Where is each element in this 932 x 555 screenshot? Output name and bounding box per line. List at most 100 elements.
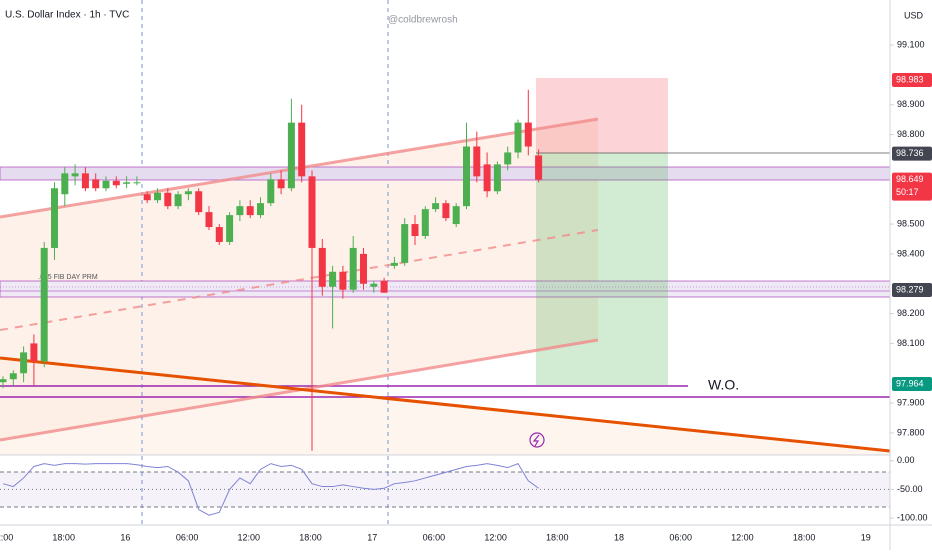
currency: USD: [904, 10, 924, 20]
annotation: .625 FIB DAY PRM: [38, 274, 98, 281]
x-tick-label: 06:00: [423, 532, 446, 542]
candle-body: [30, 343, 38, 362]
candle-body: [133, 182, 141, 184]
y-tick-label: 98.100: [897, 338, 925, 348]
candle-body: [154, 192, 161, 201]
price-label: 97.964: [896, 378, 924, 388]
channel-mid: [0, 229, 599, 331]
price-label: 98.279: [896, 284, 924, 294]
x-tick-label: 18:00: [299, 532, 322, 542]
y-tick-label: 97.800: [897, 427, 925, 437]
candle-body: [390, 262, 398, 266]
x-tick-label: 12:00: [484, 532, 507, 542]
candle-body: [143, 194, 151, 201]
candle-body: [493, 164, 501, 192]
watermark: @coldbrewrosh: [388, 15, 458, 26]
x-tick-label: 18:00: [546, 532, 569, 542]
x-tick-label: 06:00: [669, 532, 692, 542]
candle-body: [514, 122, 522, 153]
countdown: 50:17: [896, 187, 919, 197]
y-tick-label: 99.100: [897, 39, 925, 49]
annotation: W.O.: [708, 377, 739, 393]
candle-body: [205, 212, 213, 228]
candle-body: [442, 203, 450, 219]
candle-body: [71, 173, 79, 177]
candle-body: [339, 271, 347, 290]
candle-body: [81, 173, 89, 189]
candle-body: [215, 227, 223, 242]
x-tick-label: 18:00: [793, 532, 816, 542]
candle-body: [504, 152, 512, 165]
y-tick-label: 97.900: [897, 397, 925, 407]
candle-body: [40, 247, 48, 362]
candle-body: [51, 188, 58, 248]
candle-body: [401, 224, 409, 263]
price-label-bg: [892, 172, 932, 201]
target-zone: [536, 153, 668, 385]
zone: [0, 166, 891, 181]
candle-body: [267, 179, 275, 204]
y-tick-label: 98.500: [897, 218, 925, 228]
candle-body: [20, 352, 28, 374]
x-tick-label: 16: [120, 532, 130, 542]
candle-body: [9, 373, 17, 380]
candle-body: [380, 280, 388, 293]
x-tick-label: 18:00: [52, 532, 75, 542]
candle-body: [298, 122, 306, 177]
price-label: 98.983: [896, 74, 924, 84]
candle-body: [452, 206, 460, 225]
candle-body: [0, 379, 7, 383]
candle-body: [318, 247, 326, 287]
x-tick-label: 12:00: [731, 532, 754, 542]
indicator-tick-label: -50.00: [897, 484, 923, 494]
x-tick-label: 18: [614, 532, 624, 542]
candle-body: [421, 209, 429, 237]
price-label-bg: [892, 146, 932, 161]
price-label: 98.649: [896, 174, 924, 184]
candle-body: [195, 191, 203, 213]
price-label-bg: [892, 72, 932, 87]
candle-body: [535, 155, 543, 180]
x-tick-label: 17: [367, 532, 377, 542]
event-icon-bolt: [532, 434, 540, 447]
candle-body: [483, 164, 491, 192]
stop-zone: [536, 78, 668, 153]
candle-body: [61, 173, 69, 195]
indicator-tick-label: 0.00: [897, 455, 915, 465]
candle-body: [308, 176, 316, 248]
price-label-bg: [892, 376, 932, 391]
candle-body: [174, 194, 182, 207]
price-label: 98.736: [896, 148, 924, 158]
candle-body: [349, 247, 357, 290]
y-tick-label: 98.400: [897, 248, 925, 258]
lower-fill: [0, 360, 890, 455]
candle-body: [473, 146, 481, 177]
price-label-bg: [892, 283, 932, 298]
candle-body: [112, 180, 120, 186]
x-tick-label: 12:00: [0, 532, 13, 542]
y-tick-label: 98.200: [897, 308, 925, 318]
candle-body: [92, 179, 100, 189]
candle-body: [257, 203, 264, 216]
x-tick-label: 06:00: [176, 532, 199, 542]
trend-line: [0, 356, 891, 453]
candle-body: [102, 180, 110, 189]
candle-body: [184, 191, 192, 195]
candle-body: [329, 271, 337, 287]
candle-body: [432, 203, 440, 210]
candle-body: [236, 206, 244, 216]
candle-body: [463, 146, 470, 207]
event-icon[interactable]: [529, 432, 545, 448]
candle-body: [287, 122, 295, 189]
zone: [0, 280, 891, 298]
candle-body: [411, 224, 419, 237]
candle-body: [277, 179, 285, 189]
candle-body: [226, 215, 234, 242]
candle-body: [246, 206, 254, 216]
x-tick-label: 12:00: [238, 532, 261, 542]
candle-body: [164, 192, 172, 207]
y-tick-label: 98.900: [897, 99, 925, 109]
chart-title: U.S. Dollar Index · 1h · TVC: [5, 10, 129, 21]
x-tick-label: 19: [861, 532, 871, 542]
